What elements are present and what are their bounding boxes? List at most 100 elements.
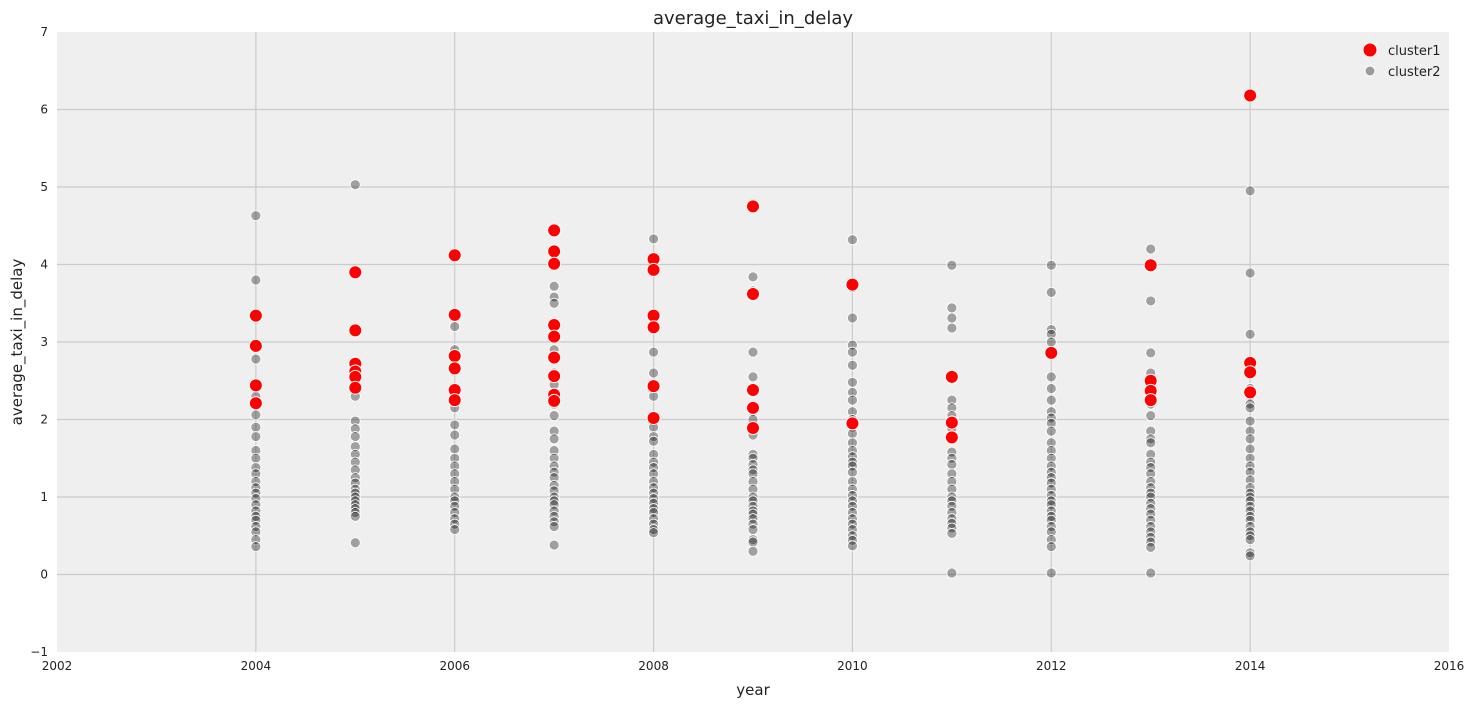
cluster2-point xyxy=(946,567,958,579)
cluster1-point xyxy=(248,338,263,353)
cluster2-point xyxy=(449,495,461,507)
cluster2-point xyxy=(1145,476,1157,487)
grid-lines xyxy=(57,32,1449,652)
chart-title: average_taxi_in_delay xyxy=(653,8,853,29)
cluster2-point xyxy=(1244,491,1256,503)
cluster2-point xyxy=(349,483,361,495)
cluster1-point xyxy=(1243,365,1258,380)
cluster2-point xyxy=(449,518,461,530)
cluster2-point xyxy=(847,460,858,472)
cluster2-point xyxy=(1244,415,1256,427)
cluster1-point xyxy=(447,248,462,263)
cluster2-point xyxy=(1045,412,1057,424)
cluster2-point xyxy=(648,456,659,468)
x-tick-labels: 2002 2004 2006 2008 2010 2012 2014 2016 xyxy=(42,659,1465,673)
cluster2-point xyxy=(747,545,759,557)
cluster2-point xyxy=(747,468,759,480)
cluster2-point xyxy=(847,437,858,449)
cluster2-point xyxy=(1045,460,1057,472)
x-tick-label: 2012 xyxy=(1036,659,1067,673)
cluster2-point xyxy=(946,522,958,534)
cluster2-point xyxy=(449,491,461,503)
cluster2-point xyxy=(1045,490,1057,501)
cluster2-point xyxy=(548,452,560,464)
cluster2-point xyxy=(449,429,461,441)
cluster2-point xyxy=(449,507,461,518)
cluster1-point xyxy=(547,329,562,344)
cluster2-point xyxy=(449,500,461,512)
cluster2-point xyxy=(946,402,958,414)
cluster2-point xyxy=(747,371,759,383)
cluster2-point xyxy=(349,537,361,549)
cluster1-point xyxy=(248,378,263,393)
cluster2-point xyxy=(747,346,759,358)
cluster1-point xyxy=(746,383,760,398)
cluster2-point xyxy=(1244,433,1256,445)
cluster2-point xyxy=(648,527,659,539)
cluster2-point xyxy=(349,441,361,453)
cluster2-point xyxy=(747,271,759,283)
cluster1-point xyxy=(348,323,363,338)
cluster2-point xyxy=(1145,508,1157,520)
cluster2-point xyxy=(946,394,958,406)
cluster2-point xyxy=(847,535,858,546)
cluster2-point xyxy=(847,451,858,463)
cluster2-points xyxy=(250,179,1256,579)
cluster1-point xyxy=(845,416,860,431)
cluster2-point xyxy=(250,505,262,517)
cluster1-point xyxy=(547,256,562,271)
cluster2-point xyxy=(250,210,262,222)
cluster2-point xyxy=(1145,521,1157,532)
cluster2-point xyxy=(1244,550,1256,562)
cluster2-point xyxy=(548,539,560,551)
cluster1-point xyxy=(646,410,661,425)
cluster2-point xyxy=(648,233,659,245)
cluster2-point xyxy=(946,500,958,512)
cluster2-point xyxy=(548,425,560,437)
cluster2-point xyxy=(349,491,361,503)
cluster2-point xyxy=(1145,536,1157,548)
cluster2-point xyxy=(250,462,262,473)
cluster2-point xyxy=(747,476,759,487)
cluster2-point xyxy=(548,291,560,303)
cluster2-point xyxy=(1045,259,1057,271)
cluster2-point xyxy=(847,359,858,371)
cluster2-point xyxy=(1145,482,1157,494)
x-tick-label: 2006 xyxy=(439,659,470,673)
y-tick-label: 5 xyxy=(40,180,48,194)
cluster1-point xyxy=(547,350,562,365)
cluster2-point xyxy=(548,445,560,456)
cluster2-point xyxy=(250,468,262,480)
cluster2-point xyxy=(946,483,958,495)
cluster2-point xyxy=(1145,503,1157,515)
cluster2-point xyxy=(449,419,461,431)
cluster2-point xyxy=(1244,514,1256,526)
cluster2-point xyxy=(349,464,361,476)
cluster2-point xyxy=(847,234,858,246)
cluster2-point xyxy=(847,376,858,388)
y-tick-labels: −1 0 1 2 3 4 5 6 7 xyxy=(30,25,48,659)
cluster1-point xyxy=(646,320,661,335)
cluster1-point xyxy=(746,286,760,301)
cluster2-point xyxy=(847,490,858,501)
cluster2-point xyxy=(648,518,659,530)
cluster2-point xyxy=(648,497,659,509)
cluster2-point xyxy=(449,443,461,455)
cluster2-point xyxy=(1145,456,1157,468)
legend-label-cluster2: cluster2 xyxy=(1388,65,1440,80)
y-tick-label: 3 xyxy=(40,335,48,349)
cluster2-point xyxy=(1244,267,1256,279)
cluster2-point xyxy=(1145,347,1157,359)
cluster2-point xyxy=(648,513,659,525)
cluster1-point xyxy=(248,396,263,411)
cluster2-point xyxy=(847,466,858,478)
cluster1-point xyxy=(845,277,860,292)
cluster2-point xyxy=(1045,499,1057,511)
cluster1-point xyxy=(944,369,959,384)
cluster2-point xyxy=(1244,482,1256,494)
cluster2-point xyxy=(449,513,461,525)
cluster2-point xyxy=(349,472,361,484)
cluster2-point xyxy=(1244,452,1256,464)
cluster2-point xyxy=(250,476,262,487)
